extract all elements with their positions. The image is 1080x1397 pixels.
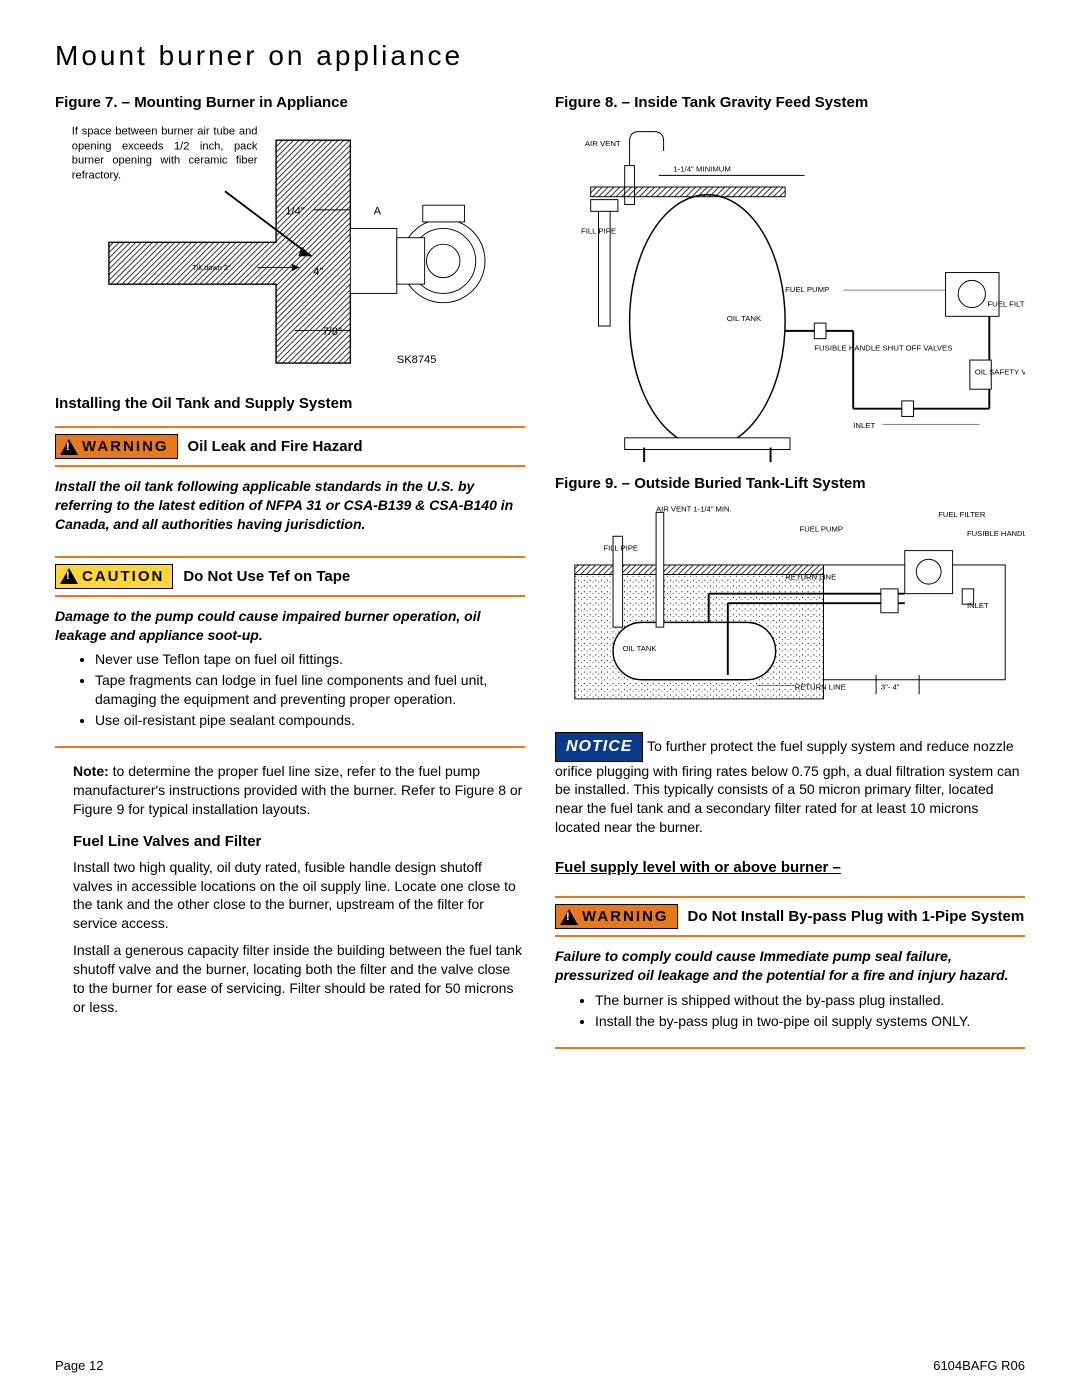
figure7-note: If space between burner air tube and ope…	[72, 124, 258, 182]
svg-text:3"- 4": 3"- 4"	[881, 682, 900, 691]
svg-text:FUEL PUMP: FUEL PUMP	[785, 285, 829, 294]
svg-text:4": 4"	[313, 266, 323, 278]
svg-text:OIL TANK: OIL TANK	[623, 644, 658, 653]
caution-block: CAUTION Do Not Use Tef on Tape	[55, 556, 525, 597]
figure7-title: Figure 7. – Mounting Burner in Appliance	[55, 94, 525, 111]
warning2-bullet: The burner is shipped without the by-pas…	[595, 991, 1025, 1010]
caution-bullet: Use oil-resistant pipe sealant compounds…	[95, 711, 525, 730]
warning2-body: Failure to comply could cause Immediate …	[555, 947, 1025, 985]
svg-text:FILL PIPE: FILL PIPE	[603, 544, 638, 553]
svg-text:SK8745: SK8745	[397, 354, 437, 366]
warning2-block: WARNING Do Not Install By-pass Plug with…	[555, 896, 1025, 937]
svg-text:AIR VENT: AIR VENT	[585, 139, 621, 148]
warning1-title: Oil Leak and Fire Hazard	[188, 438, 363, 455]
svg-text:7/8": 7/8"	[323, 326, 342, 338]
page-title: Mount burner on appliance	[55, 40, 1025, 72]
svg-text:OIL TANK: OIL TANK	[727, 314, 762, 323]
footer-right: 6104BAFG R06	[933, 1358, 1025, 1373]
notice-block: NOTICE To further protect the fuel suppl…	[555, 732, 1025, 837]
svg-text:RETURN LINE: RETURN LINE	[795, 682, 846, 691]
svg-text:1/4": 1/4"	[285, 206, 304, 218]
svg-text:INLET: INLET	[967, 601, 989, 610]
svg-text:FUSIBLE HANDLE SHUT OFF VALVES: FUSIBLE HANDLE SHUT OFF VALVES	[814, 343, 952, 352]
note-block: Note: to determine the proper fuel line …	[73, 762, 525, 819]
svg-text:A: A	[374, 206, 382, 218]
figure9-title: Figure 9. – Outside Buried Tank-Lift Sys…	[555, 475, 1025, 492]
svg-text:FILL PIPE: FILL PIPE	[581, 227, 616, 236]
svg-text:AIR VENT 1-1/4" MIN.: AIR VENT 1-1/4" MIN.	[656, 504, 732, 513]
left-column: Figure 7. – Mounting Burner in Appliance…	[55, 90, 525, 1057]
svg-text:1-1/4" MINIMUM: 1-1/4" MINIMUM	[673, 164, 731, 173]
fuel-supply-head: Fuel supply level with or above burner –	[555, 859, 1025, 876]
svg-text:INLET: INLET	[853, 421, 875, 430]
figure7-diagram: If space between burner air tube and ope…	[55, 117, 525, 377]
figure9-diagram: OIL TANK FILL PIPE AIR VENT 1-1/4" MIN. …	[555, 498, 1025, 718]
svg-text:FUEL FILTER: FUEL FILTER	[987, 300, 1025, 309]
svg-text:OIL SAFETY VALVE: OIL SAFETY VALVE	[975, 368, 1025, 377]
warning-badge: WARNING	[55, 434, 178, 459]
warning1-block: WARNING Oil Leak and Fire Hazard	[55, 426, 525, 467]
warning-badge: WARNING	[555, 904, 678, 929]
caution-badge: CAUTION	[55, 564, 173, 589]
caution-bullets: Never use Teflon tape on fuel oil fittin…	[95, 650, 525, 730]
notice-badge: NOTICE	[555, 732, 643, 762]
svg-text:FUEL FILTER: FUEL FILTER	[938, 510, 986, 519]
fuel-line-head: Fuel Line Valves and Filter	[73, 833, 525, 850]
figure8-title: Figure 8. – Inside Tank Gravity Feed Sys…	[555, 94, 1025, 111]
caution-bullet: Never use Teflon tape on fuel oil fittin…	[95, 650, 525, 669]
svg-text:RETURN LINE: RETURN LINE	[785, 572, 836, 581]
page-footer: Page 12 6104BAFG R06	[55, 1358, 1025, 1373]
fuel-line-p1: Install two high quality, oil duty rated…	[73, 858, 525, 934]
svg-text:FUSIBLE HANDLE SHUTOFF VALVE: FUSIBLE HANDLE SHUTOFF VALVE	[967, 529, 1025, 538]
warning2-title: Do Not Install By-pass Plug with 1-Pipe …	[688, 908, 1025, 926]
warning2-bullets: The burner is shipped without the by-pas…	[595, 991, 1025, 1031]
caution-bullet: Tape fragments can lodge in fuel line co…	[95, 671, 525, 709]
svg-text:FUEL PUMP: FUEL PUMP	[800, 524, 843, 533]
install-head: Installing the Oil Tank and Supply Syste…	[55, 395, 525, 412]
warning1-body: Install the oil tank following applicabl…	[55, 477, 525, 534]
figure8-diagram: FILL PIPE AIR VENT 1-1/4" MINIMUM OIL TA…	[555, 117, 1025, 467]
fuel-line-p2: Install a generous capacity filter insid…	[73, 941, 525, 1017]
footer-left: Page 12	[55, 1358, 103, 1373]
figure7-tilt: Tilt down 2°	[193, 263, 232, 272]
warning2-bullet: Install the by-pass plug in two-pipe oil…	[595, 1012, 1025, 1031]
caution-title: Do Not Use Tef on Tape	[183, 568, 350, 585]
caution-body: Damage to the pump could cause impaired …	[55, 607, 525, 645]
right-column: Figure 8. – Inside Tank Gravity Feed Sys…	[555, 90, 1025, 1057]
